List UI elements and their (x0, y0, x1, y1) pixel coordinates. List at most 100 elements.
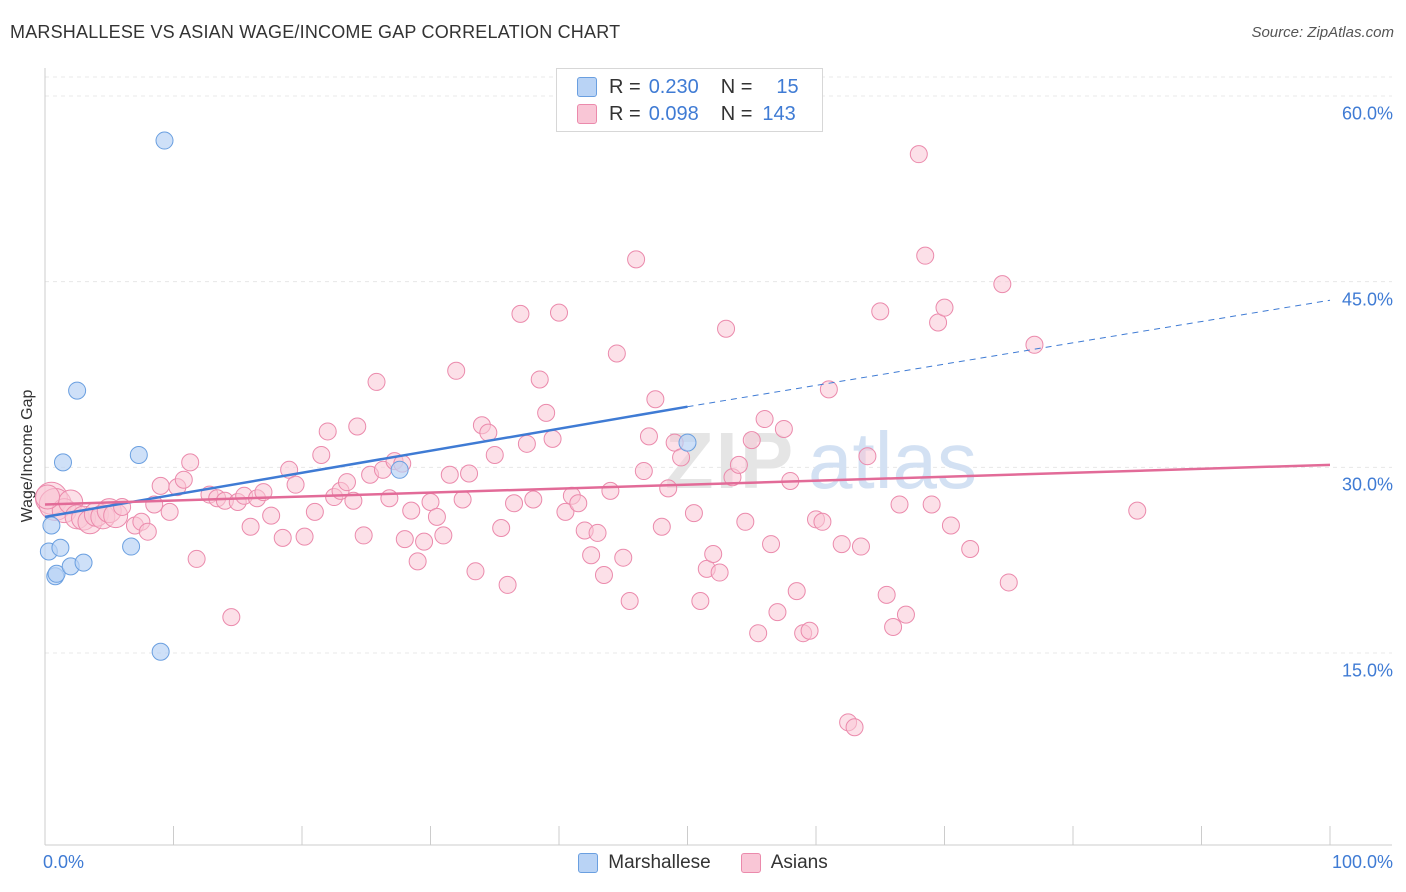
asians-point (935, 298, 954, 317)
axes (44, 68, 1392, 846)
asians-point (684, 504, 703, 523)
asians-point (138, 522, 157, 541)
asians-point (755, 410, 774, 429)
legend-swatch-asians (740, 853, 761, 873)
asians-point (729, 455, 748, 474)
chart-title: MARSHALLESE VS ASIAN WAGE/INCOME GAP COR… (10, 22, 621, 42)
asians-point (460, 464, 479, 483)
asians-point (774, 419, 793, 438)
marshallese-point (129, 445, 148, 464)
asians-point (318, 422, 337, 441)
marshallese-point (74, 553, 93, 572)
asians-point (896, 605, 915, 624)
asians-point (312, 445, 331, 464)
marshallese-trend-extension (687, 299, 1331, 408)
asians-point (845, 718, 864, 737)
marshallese-point (68, 381, 87, 400)
legend-item-asians: Asians (740, 852, 828, 874)
asians-point (434, 526, 453, 545)
marshallese-point (390, 460, 409, 479)
asians-point (614, 548, 633, 567)
y-tick-label-15: 15.0% (1341, 660, 1393, 681)
asians-point (254, 483, 273, 502)
marshallese-trend-line (44, 405, 688, 519)
asians-point (588, 523, 607, 542)
asians-point (916, 246, 935, 265)
stats-box: R = 0.230 N = 15 R = 0.098 N = 143 (556, 68, 823, 132)
y-tick-label-60: 60.0% (1341, 103, 1393, 124)
asians-point (295, 527, 314, 546)
asians-point (160, 502, 179, 521)
asians-point (717, 319, 736, 338)
asians-point (742, 431, 761, 450)
asians-point (569, 494, 588, 513)
marshallese-point (678, 433, 697, 452)
n-value: 143 (762, 102, 796, 125)
r-label: R = (609, 75, 641, 98)
asians-point (710, 563, 729, 582)
asians-point (354, 526, 373, 545)
marshallese-point (51, 538, 70, 557)
legend: Marshallese Asians (0, 852, 1406, 874)
asians-point (517, 434, 536, 453)
asians-point (305, 502, 324, 521)
asians-point (402, 501, 421, 520)
asians-point (151, 476, 170, 495)
marshallese-point (122, 537, 141, 556)
watermark-atlas: atlas (808, 416, 977, 505)
x-tick-label-max: 100.0% (1331, 852, 1393, 872)
asians-point (505, 494, 524, 513)
asians-point (813, 512, 832, 531)
asians-point (395, 530, 414, 549)
asians-point (530, 370, 549, 389)
trend-lines (44, 299, 1331, 519)
r-value: 0.230 (648, 75, 699, 98)
asians-point (537, 403, 556, 422)
asians-point (890, 495, 909, 514)
asians-point (768, 603, 787, 622)
y-tick-label-45: 45.0% (1341, 289, 1393, 310)
asians-point (511, 304, 530, 323)
asians-point (704, 544, 723, 563)
asians-point (524, 490, 543, 509)
asians-point (222, 608, 241, 627)
asians-point (367, 372, 386, 391)
asians-points (34, 145, 1147, 737)
asians-point (749, 624, 768, 643)
marshallese-point (42, 516, 61, 535)
asians-point (241, 517, 260, 536)
asians-point (174, 470, 193, 489)
asians-point (466, 562, 485, 581)
asians-point (871, 302, 890, 321)
n-label: N = (720, 102, 753, 125)
asians-point (884, 618, 903, 637)
asians-point (607, 344, 626, 363)
legend-item-marshallese: Marshallese (578, 852, 711, 874)
asians-point (858, 447, 877, 466)
n-label: N = (720, 75, 753, 98)
asians-point (286, 475, 305, 494)
asians-point (427, 507, 446, 526)
asians-point (929, 313, 948, 332)
asians-point (909, 145, 928, 164)
asians-point (1025, 335, 1044, 354)
asians-point (877, 585, 896, 604)
asians-point (601, 481, 620, 500)
asians-point (380, 489, 399, 508)
legend-label-marshallese: Marshallese (608, 852, 711, 873)
asians-point (556, 502, 575, 521)
asians-point (800, 621, 819, 640)
r-value: 0.098 (648, 102, 699, 125)
asians-point (543, 429, 562, 448)
x-tick-label-min: 0.0% (43, 852, 85, 872)
asians-point (762, 535, 781, 554)
marshallese-point (151, 642, 170, 661)
asians-point (447, 361, 466, 380)
asians-point (594, 566, 613, 585)
n-value: 15 (776, 75, 799, 98)
asians-point (492, 518, 511, 537)
asians-point (787, 582, 806, 601)
asians-point (639, 427, 658, 446)
asians-point (440, 465, 459, 484)
